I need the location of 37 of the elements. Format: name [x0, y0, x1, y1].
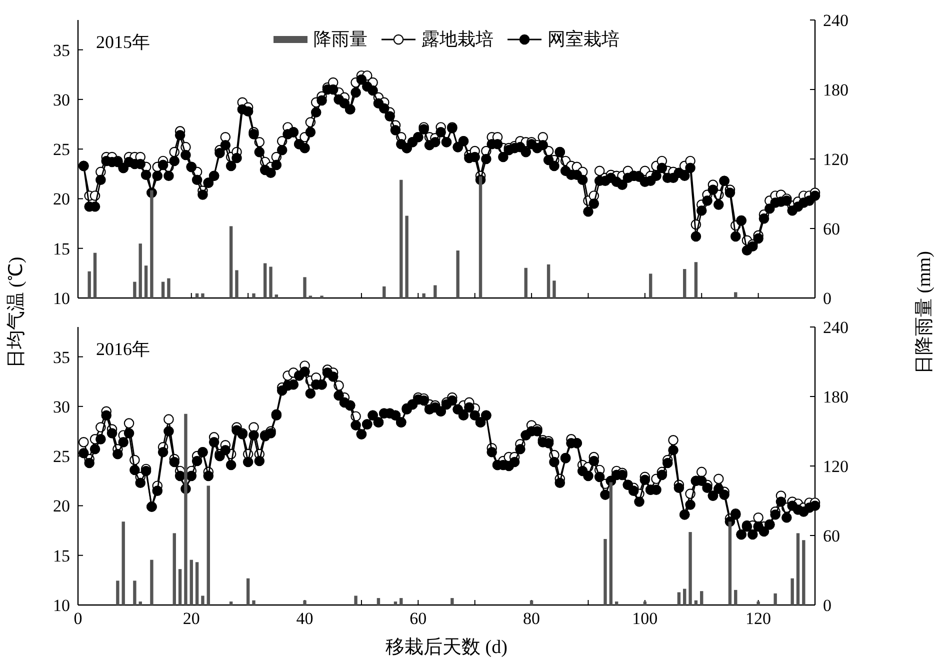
y-tick-label: 10: [53, 289, 70, 308]
y-tick-label: 15: [53, 239, 70, 258]
y-axis-title: 日均气温 (℃): [6, 256, 27, 368]
x-tick-label: 40: [296, 609, 314, 628]
y2-tick-label: 240: [823, 11, 848, 30]
y2-tick-label: 180: [823, 388, 848, 406]
y2-tick-label: 60: [823, 220, 840, 238]
legend-label: 降雨量: [314, 29, 368, 49]
legend-label: 露地栽培: [422, 29, 494, 49]
y-tick-label: 10: [53, 596, 70, 615]
legend-label: 网室栽培: [548, 29, 620, 49]
y2-tick-label: 240: [823, 318, 848, 337]
x-tick-label: 80: [523, 609, 540, 628]
x-tick-label: 120: [746, 609, 772, 628]
y-tick-label: 25: [53, 447, 70, 466]
y-tick-label: 25: [53, 140, 70, 160]
y2-tick-label: 60: [823, 526, 840, 546]
x-tick-label: 20: [182, 609, 200, 628]
y2-tick-label: 0: [823, 289, 832, 308]
y2-tick-label: 0: [823, 596, 832, 615]
y2-axis-title: 日降雨量 (mm): [914, 251, 935, 374]
y2-tick-label: 180: [823, 80, 848, 100]
y2-tick-label: 120: [823, 457, 848, 476]
y-tick-label: 30: [53, 90, 70, 110]
annotation: 2016年: [96, 339, 150, 359]
y-tick-label: 15: [53, 546, 70, 566]
x-tick-label: 0: [74, 609, 82, 628]
y2-tick-label: 120: [823, 150, 848, 169]
y-tick-label: 20: [53, 190, 70, 209]
x-tick-label: 100: [632, 609, 658, 628]
y-tick-label: 35: [53, 348, 70, 367]
annotation: 2015年: [96, 32, 150, 52]
x-tick-label: 60: [410, 609, 427, 628]
y-tick-label: 35: [53, 40, 70, 60]
y-tick-label: 20: [53, 496, 70, 516]
y-tick-label: 30: [53, 397, 70, 416]
x-axis-title: 移栽后天数 (d): [386, 637, 508, 658]
